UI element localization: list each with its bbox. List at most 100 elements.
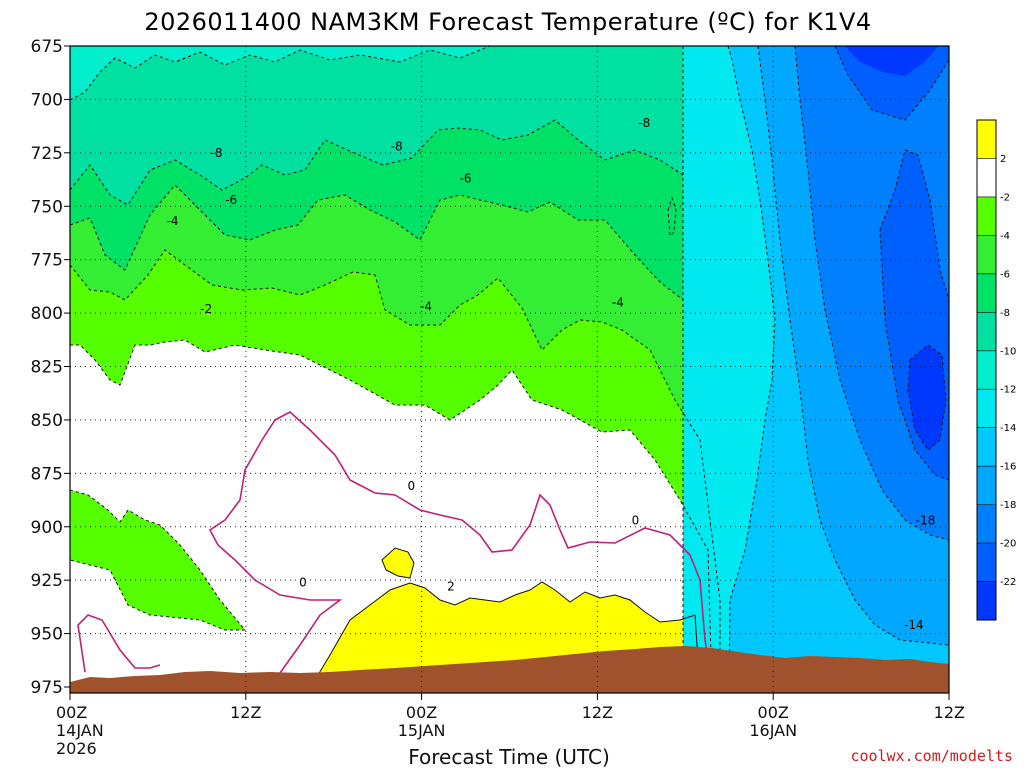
- isotherm-label: -4: [612, 295, 624, 309]
- y-tick-label: 825: [31, 358, 63, 378]
- isotherm-label: 0: [408, 479, 416, 493]
- colorbar-swatch: [977, 120, 996, 159]
- y-tick-label: 900: [31, 518, 63, 538]
- isotherm-6: [70, 184, 684, 301]
- freezing-line-left: [77, 614, 161, 673]
- isotherm-22: [907, 344, 947, 451]
- isotherm-labels: -8 -8 -8 -6 -6 -4 -4 -4 -2 0 0 0 2 -18 -14: [167, 116, 936, 632]
- isotherm-2-low: [70, 489, 247, 631]
- x-tick-label: 12Z: [582, 703, 613, 722]
- isotherm-14: [727, 46, 776, 693]
- isotherm-label: -14: [904, 618, 924, 632]
- colorbar-label: 2: [1000, 154, 1006, 165]
- isotherm-16: [757, 46, 949, 646]
- colorbar-label: -2: [1000, 192, 1010, 203]
- y-tick-label: 925: [31, 571, 63, 591]
- band-24b: [845, 46, 938, 76]
- isotherm-lines: [70, 46, 949, 693]
- colorbar-label: -10: [1000, 346, 1016, 357]
- colorbar-swatch: [977, 427, 996, 467]
- y-tick-label: 700: [31, 90, 63, 110]
- plot-frame: [69, 45, 950, 694]
- colorbar-label: -8: [1000, 308, 1010, 319]
- y-tick-label: 775: [31, 251, 63, 271]
- y-tick-label: 675: [31, 37, 63, 57]
- isotherm-label: -4: [420, 300, 432, 314]
- colorbar-label: -16: [1000, 462, 1016, 473]
- colorbar-swatch: [977, 273, 996, 313]
- colorbar-swatch: [977, 581, 996, 621]
- colorbar-swatch: [977, 158, 996, 198]
- x-tick-label: 12Z: [934, 703, 965, 722]
- y-tick-label: 850: [31, 411, 63, 431]
- freezing-line-main: [208, 411, 709, 681]
- band-14: [683, 46, 775, 693]
- x-tick-date: 16JAN: [749, 721, 797, 740]
- colorbar-label: -14: [1000, 423, 1016, 434]
- y-tick-label: 975: [31, 678, 63, 698]
- y-tick-label: 800: [31, 304, 63, 324]
- isotherm-label: -8: [391, 139, 403, 153]
- colorbar-label: -12: [1000, 385, 1016, 396]
- chart-title: 2026011400 NAM3KM Forecast Temperature (…: [144, 8, 871, 36]
- isotherm-18: [794, 46, 949, 541]
- y-tick-label: 875: [31, 464, 63, 484]
- x-tick-label: 00Z: [758, 703, 789, 722]
- x-tick-label: 12Z: [230, 703, 261, 722]
- isotherm-label: 0: [632, 513, 640, 527]
- isotherm-plus-2: [314, 581, 699, 681]
- isotherm-plus-2-blob: [381, 547, 415, 579]
- colorbar-swatch: [977, 504, 996, 544]
- isotherm-label: -6: [460, 171, 472, 185]
- isotherm-10: [70, 46, 491, 101]
- x-tick-date: 14JAN: [56, 721, 104, 740]
- colorbar-swatch: [977, 196, 996, 236]
- isotherm-label: -8: [211, 146, 223, 160]
- colorbar-label: -20: [1000, 539, 1016, 550]
- x-tick-year: 2026: [56, 739, 97, 758]
- temperature-field: [70, 46, 949, 693]
- x-tick-label: 00Z: [406, 703, 437, 722]
- colorbar-swatch: [977, 389, 996, 429]
- x-axis-label: Forecast Time (UTC): [408, 745, 610, 768]
- colorbar-frame: [976, 119, 997, 621]
- isotherm-2: [70, 339, 713, 693]
- band-4-low: [70, 490, 245, 630]
- isotherm-label: -4: [167, 214, 179, 228]
- isotherm-plus-2-lines: [314, 547, 699, 681]
- isotherm-label: -18: [916, 513, 936, 527]
- y-axis: 675 700 725 750 775 800 825 850 875 900 925 950 975: [31, 37, 70, 698]
- band-24: [908, 345, 946, 450]
- band-12: [70, 46, 490, 100]
- colorbar-swatch: [977, 312, 996, 352]
- colorbar-swatch: [977, 543, 996, 582]
- freezing-lines: [77, 411, 709, 681]
- isotherm-label: 0: [299, 575, 307, 589]
- colorbar-swatch: [977, 466, 996, 506]
- isotherm-4: [70, 249, 721, 693]
- isotherm-label: -6: [225, 193, 237, 207]
- colorbar-swatch: [977, 235, 996, 275]
- isotherm-label: -2: [200, 302, 212, 316]
- band-warm-blob: [382, 548, 414, 578]
- isotherm-8: [70, 119, 684, 206]
- isotherm-label: -8: [638, 116, 650, 130]
- y-tick-label: 725: [31, 144, 63, 164]
- colorbar-swatch: [977, 350, 996, 390]
- x-tick-date: 15JAN: [398, 721, 446, 740]
- isotherm-ring: [667, 196, 677, 238]
- colorbar-label: -4: [1000, 231, 1010, 242]
- isotherm-20: [834, 46, 949, 121]
- colorbar-label: -22: [1000, 577, 1016, 588]
- credit-text: coolwx.com/modelts: [850, 747, 1013, 765]
- terrain: [70, 646, 949, 693]
- colorbar-label: -6: [1000, 269, 1010, 280]
- colorbar: 2 -2 -4 -6 -8 -10 -12 -14 -16 -18 -20 -22: [976, 119, 1016, 621]
- x-tick-label: 00Z: [56, 703, 87, 722]
- y-tick-label: 950: [31, 625, 63, 645]
- isotherm-label: 2: [447, 580, 455, 594]
- y-tick-label: 750: [31, 197, 63, 217]
- colorbar-label: -18: [1000, 500, 1016, 511]
